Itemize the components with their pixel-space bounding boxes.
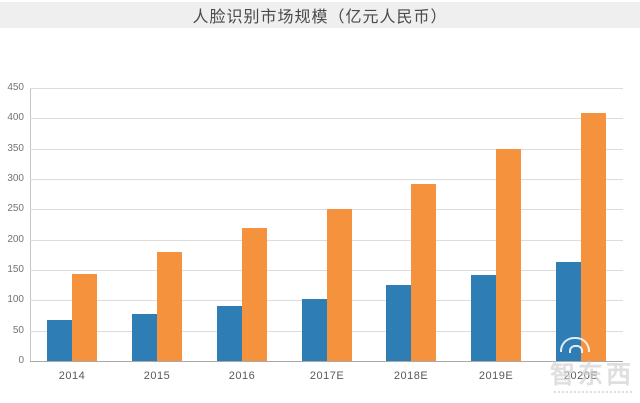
chart-title: 人脸识别市场规模（亿元人民币） bbox=[192, 9, 448, 26]
x-axis-label-2019E: 2019E bbox=[478, 370, 514, 382]
chart-title-bar: 人脸识别市场规模（亿元人民币） bbox=[0, 2, 640, 28]
gridline-250 bbox=[30, 209, 623, 210]
gridline-300 bbox=[30, 179, 623, 180]
x-axis-label-2018E: 2018E bbox=[393, 370, 429, 382]
y-tick-label: 400 bbox=[7, 112, 24, 123]
gridline-450 bbox=[30, 88, 623, 89]
x-axis-label-2020E: 2020E bbox=[563, 370, 599, 382]
bar-series-orange-2020E bbox=[581, 113, 606, 361]
y-axis-line bbox=[30, 88, 31, 361]
bar-series-orange-2018E bbox=[411, 184, 436, 361]
bar-series-blue-2015 bbox=[132, 314, 157, 361]
y-tick-label: 300 bbox=[7, 173, 24, 184]
y-tick-label: 50 bbox=[12, 325, 24, 336]
y-tick-label: 150 bbox=[7, 264, 24, 275]
bar-series-blue-2017E bbox=[302, 299, 327, 361]
bar-series-orange-2014 bbox=[72, 274, 97, 361]
bar-series-orange-2019E bbox=[496, 149, 521, 361]
x-axis-label-2014: 2014 bbox=[58, 370, 86, 382]
bar-series-blue-2019E bbox=[471, 275, 496, 361]
bar-series-orange-2017E bbox=[327, 209, 352, 361]
y-tick-label: 200 bbox=[7, 234, 24, 245]
gridline-150 bbox=[30, 270, 623, 271]
y-tick-label: 350 bbox=[7, 143, 24, 154]
bar-series-blue-2016 bbox=[217, 306, 242, 361]
x-axis-line bbox=[30, 361, 623, 362]
bar-series-blue-2020E bbox=[556, 262, 581, 361]
bar-series-orange-2016 bbox=[242, 228, 267, 361]
y-tick-label: 450 bbox=[7, 82, 24, 93]
gridline-350 bbox=[30, 149, 623, 150]
y-tick-label: 100 bbox=[7, 294, 24, 305]
x-axis-label-2015: 2015 bbox=[143, 370, 171, 382]
gridline-200 bbox=[30, 240, 623, 241]
x-axis-label-2017E: 2017E bbox=[309, 370, 345, 382]
bar-series-orange-2015 bbox=[157, 252, 182, 361]
y-tick-label: 250 bbox=[7, 203, 24, 214]
gridline-400 bbox=[30, 118, 623, 119]
bar-series-blue-2018E bbox=[386, 285, 411, 361]
bar-series-blue-2014 bbox=[47, 320, 72, 361]
x-axis-label-2016: 2016 bbox=[228, 370, 256, 382]
y-tick-label: 0 bbox=[18, 355, 24, 366]
